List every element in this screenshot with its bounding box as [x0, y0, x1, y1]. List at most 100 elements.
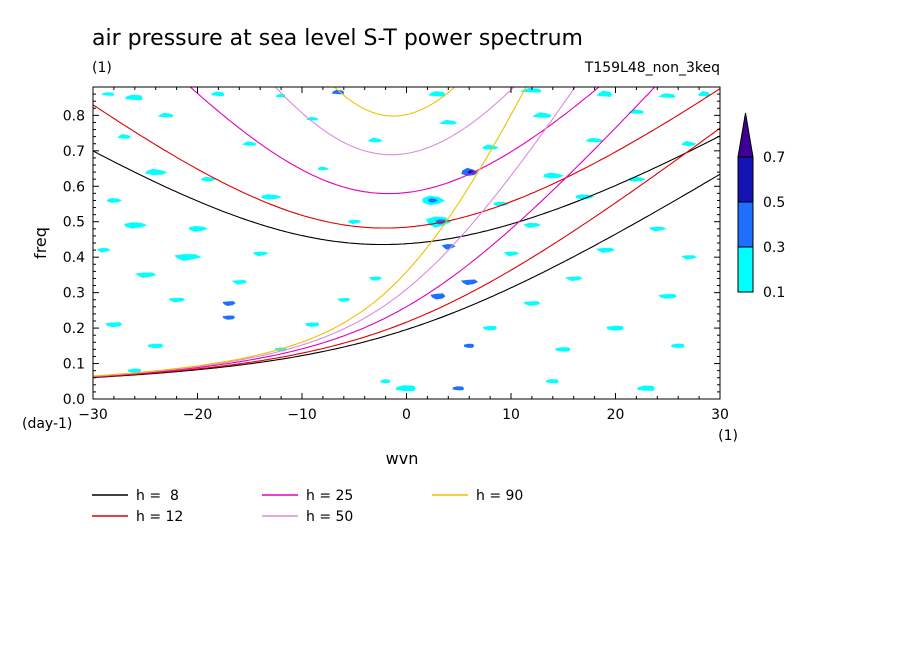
colorbar-box [737, 201, 754, 248]
contour-patch [231, 280, 248, 285]
curve-lower-h12 [93, 127, 720, 378]
y-tick-label: 0.1 [63, 357, 85, 373]
curve-upper-h12 [93, 88, 720, 229]
contour-patch [658, 93, 676, 98]
curve-lower-h8 [93, 173, 720, 379]
colorbar-extend-triangle [737, 112, 754, 158]
contour-patch [124, 222, 148, 229]
legend-label: h = 90 [476, 488, 523, 504]
y-unit-label: (day-1) [22, 416, 72, 432]
contour-patch [188, 226, 208, 232]
contour-patch [481, 144, 499, 150]
contour-patch [555, 347, 571, 352]
contour-patch [523, 301, 541, 306]
subtitle-right: T159L48_non_3keq [584, 60, 720, 76]
contour-patch [543, 172, 564, 179]
x-axis: −30 −20 −10 0 10 20 30 [78, 87, 729, 423]
curve-upper-h25 [189, 87, 600, 195]
contour-patch [452, 386, 464, 391]
contour-patch [503, 251, 520, 257]
contour-patch [305, 322, 320, 327]
contour-patch [380, 379, 391, 384]
contour-patch [222, 301, 236, 306]
contour-patch [117, 134, 131, 139]
contour-patch [430, 293, 446, 300]
x-tick-label: −20 [183, 407, 213, 423]
contour-patch [107, 198, 122, 203]
contour-patch [482, 326, 498, 331]
curve-lower-h90 [93, 87, 527, 377]
contour-patch [261, 194, 282, 200]
y-tick-label: 0.5 [63, 215, 85, 231]
x-tick-label: −30 [78, 407, 108, 423]
x-tick-label: 20 [607, 407, 625, 423]
colorbar-label: 0.7 [763, 150, 785, 166]
colorbar-label: 0.1 [763, 285, 785, 301]
legend-label: h = 8 [136, 488, 179, 504]
curve-upper-h50 [274, 87, 515, 156]
contour-patch [575, 194, 595, 200]
y-tick-label: 0.2 [63, 321, 85, 337]
contour-patch [697, 91, 710, 97]
contour-patch [97, 248, 111, 253]
contour-patch [596, 90, 613, 97]
y-axis: 0.0 0.1 0.2 0.3 0.4 0.5 0.6 0.7 0.8 [63, 93, 720, 408]
y-tick-label: 0.4 [63, 250, 85, 266]
contour-patch [242, 141, 257, 146]
contour-patch [565, 276, 583, 281]
contour-patch [606, 325, 625, 331]
y-tick-label: 0.7 [63, 144, 85, 160]
curve-upper-h90 [333, 87, 456, 117]
contour-patch [147, 343, 164, 349]
y-tick-label: 0.3 [63, 286, 85, 302]
plot-frame [92, 86, 721, 400]
contour-patch [168, 297, 186, 303]
curve-lower-h25 [93, 87, 656, 378]
contour-patch [124, 94, 143, 101]
y-tick-label: 0.6 [63, 179, 85, 195]
contour-patch [464, 343, 475, 348]
curve-lower-h50 [93, 87, 576, 377]
contour-patch [395, 385, 416, 392]
contour-patch [367, 137, 383, 143]
x-tick-label: −10 [287, 407, 317, 423]
contour-patch [467, 170, 476, 174]
contour-patch [222, 315, 236, 320]
contour-patch [105, 322, 123, 328]
dispersion-curves-layer [93, 87, 720, 379]
curve-upper-h8 [93, 135, 720, 246]
legend-label: h = 12 [136, 509, 183, 525]
subtitle-left: (1) [92, 60, 112, 76]
contour-patch [317, 166, 329, 171]
x-axis-label: wvn [386, 449, 419, 468]
contour-patch [523, 222, 542, 228]
contour-patch [174, 254, 202, 261]
contour-patch [428, 91, 446, 97]
y-tick-label: 0.0 [63, 392, 85, 408]
contour-patch [595, 247, 616, 253]
y-axis-label: freq [31, 227, 50, 259]
legend-label: h = 50 [306, 509, 353, 525]
contour-patch [428, 198, 438, 203]
contour-patch [649, 226, 667, 232]
contour-patch [681, 255, 697, 260]
legend: h = 8 h = 12 h = 25 h = 50 h = 90 [92, 488, 523, 525]
contour-patch [134, 272, 157, 278]
colorbar-label: 0.3 [763, 240, 785, 256]
contour-patch [460, 279, 479, 286]
contour-patch [211, 91, 225, 97]
x-tick-label: 10 [502, 407, 520, 423]
contour-patch [636, 385, 655, 391]
colorbar-box [737, 156, 754, 203]
contour-patch [337, 297, 351, 302]
x-unit-label: (1) [718, 428, 738, 444]
x-tick-label: 0 [402, 407, 411, 423]
contour-fill-layer [97, 88, 710, 392]
chart-title: air pressure at sea level S-T power spec… [92, 26, 583, 51]
contour-patch [493, 201, 509, 207]
contour-patch [681, 141, 697, 146]
legend-label: h = 25 [306, 488, 353, 504]
contour-patch [157, 112, 174, 118]
contour-patch [101, 92, 114, 96]
